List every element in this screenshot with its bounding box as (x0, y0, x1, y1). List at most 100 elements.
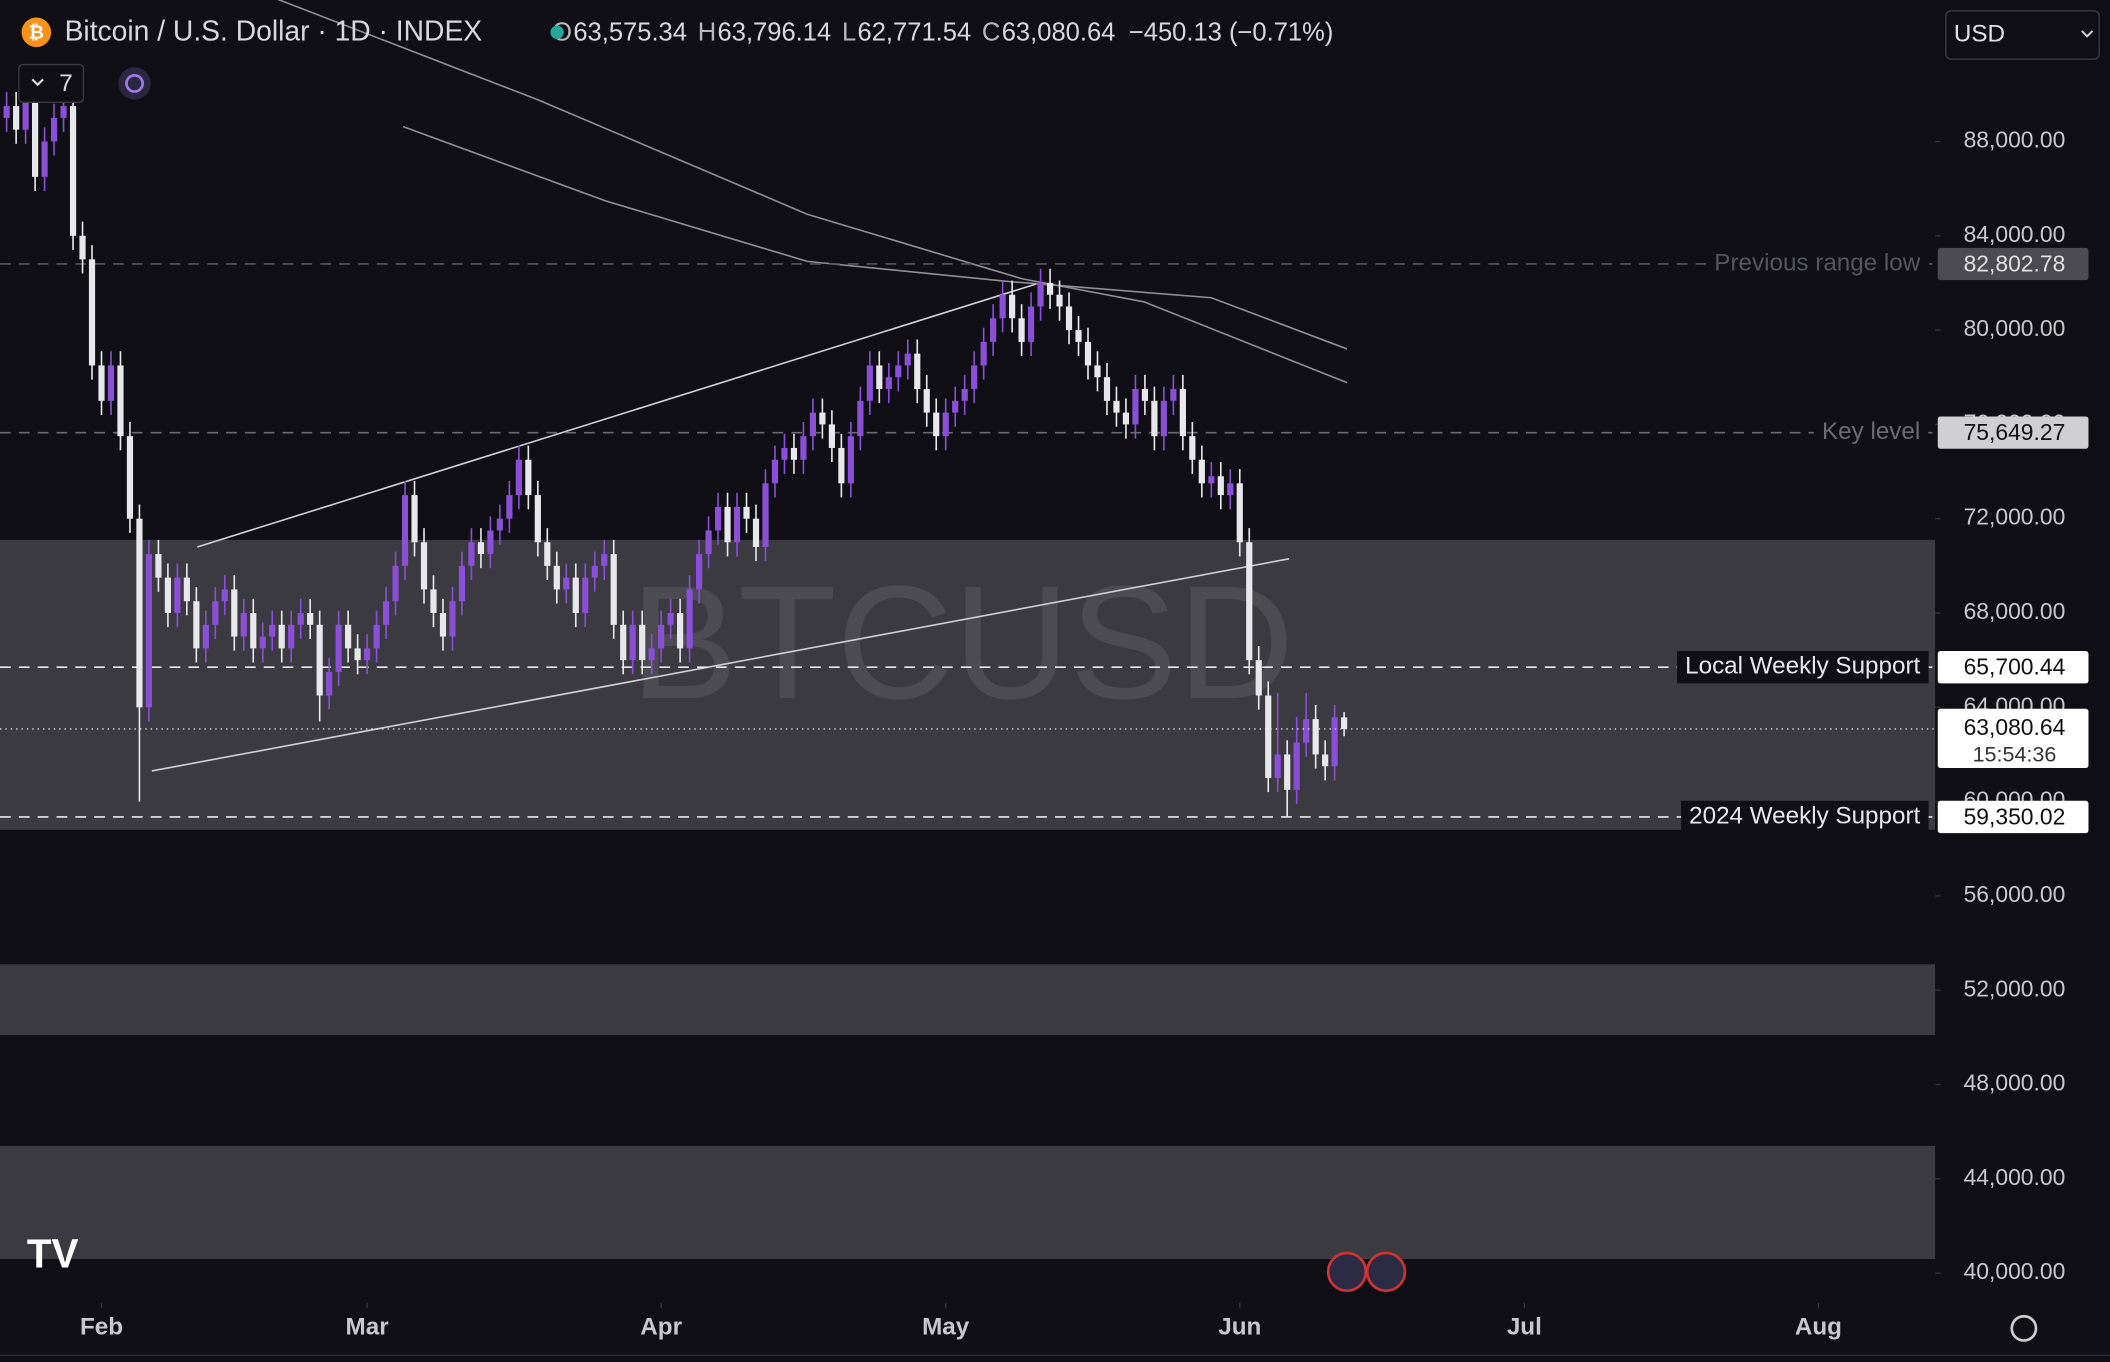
indicator-toggle[interactable] (18, 63, 85, 103)
ohlc-key: L (842, 18, 856, 46)
candle-body (1293, 742, 1300, 790)
candle-body (553, 565, 560, 590)
candle-body (582, 577, 589, 613)
candle-body (866, 365, 873, 401)
y-tick-label: 80,000.00 (1964, 315, 2066, 341)
candle-body (250, 612, 257, 649)
candle-body (923, 389, 930, 413)
candle-body (231, 589, 238, 637)
candle-body (88, 259, 96, 366)
trendline (151, 557, 1290, 772)
price-tag (1937, 247, 2089, 281)
candle-body (1151, 400, 1158, 437)
candle-body (1103, 377, 1111, 401)
candle-body (990, 318, 997, 342)
candle-body (1255, 660, 1262, 696)
candle-body (155, 554, 162, 578)
candle-body (477, 542, 485, 555)
candle-body (22, 94, 29, 130)
candle-body (828, 424, 835, 448)
candle-body (667, 612, 674, 625)
change: −450.13 (−0.71%) (1129, 18, 1334, 46)
candle-body (952, 400, 959, 413)
currency-select[interactable] (1945, 10, 2100, 60)
zone (0, 964, 1936, 1036)
currency[interactable]: USD (1954, 20, 2005, 47)
candle-body (876, 365, 883, 390)
candle-body (458, 565, 466, 602)
y-tick-label: 68,000.00 (1964, 598, 2066, 624)
candle-body (1217, 476, 1224, 496)
candle-body (971, 365, 978, 390)
candle-body (1075, 330, 1082, 342)
settings-icon[interactable] (2010, 1314, 2038, 1342)
ohlc-value: 63,575.34 (573, 18, 687, 46)
candle-body (41, 141, 48, 177)
candle-body (1094, 365, 1101, 378)
candle-body (1009, 294, 1016, 319)
candle-body (857, 400, 864, 437)
countdown: 15:54:36 (1973, 743, 2057, 767)
candle-body (468, 542, 475, 566)
candle-body (506, 495, 513, 519)
candle-body (430, 589, 437, 613)
level-label: Local Weekly Support (1685, 653, 1920, 680)
candle-body (686, 589, 693, 649)
candle-body (202, 624, 209, 649)
indicator-count[interactable]: 7 (59, 70, 72, 97)
candle-body (1141, 389, 1149, 401)
x-tick-label: Aug (1795, 1314, 1842, 1341)
candle-body (648, 648, 655, 661)
candle-body (515, 459, 522, 496)
candle-body (3, 106, 10, 118)
candle-body (354, 648, 361, 661)
trendline (197, 283, 1037, 548)
ohlc-key: C (982, 18, 1000, 46)
candle-body (563, 577, 570, 590)
y-tick-label: 52,000.00 (1964, 975, 2066, 1001)
last-price-label: 63,080.64 (1964, 714, 2066, 740)
candle-body (914, 353, 921, 390)
candle-body (60, 106, 67, 118)
watermark: BTCUSD (630, 553, 1294, 733)
candle-body (591, 565, 598, 578)
candle-body (733, 506, 741, 543)
candle-body (695, 554, 703, 590)
candle-body (658, 624, 665, 649)
price-tag (1937, 800, 2089, 834)
candle-body (335, 624, 342, 672)
candle-body (743, 506, 750, 519)
event-flag[interactable] (1365, 1251, 1407, 1293)
candle-body (629, 624, 636, 661)
candle-body (382, 601, 390, 625)
candle-body (1312, 719, 1319, 755)
level-label-bg (1677, 651, 1929, 684)
candle-body (13, 106, 20, 130)
candle-body (212, 601, 219, 625)
candle-body (885, 377, 892, 390)
candle-body (1132, 389, 1139, 425)
candle-body (69, 106, 77, 236)
candle-body (345, 624, 352, 649)
candle-body (297, 612, 304, 625)
title: Bitcoin / U.S. Dollar · 1D · INDEX (65, 15, 483, 47)
candle-body (107, 365, 115, 401)
y-tick-label: 84,000.00 (1964, 221, 2066, 247)
candle-body (183, 577, 190, 602)
price-tag-label: 82,802.78 (1964, 250, 2066, 276)
candle-body (1027, 306, 1035, 342)
candle-body (1331, 717, 1338, 767)
x-tick-label: Jul (1507, 1314, 1542, 1341)
candle-body (534, 495, 541, 543)
sync-icon[interactable] (118, 67, 151, 100)
candle-body (269, 624, 276, 637)
bitcoin-icon-glyph: ₿ (29, 22, 44, 43)
plot-area: BTCUSD Previous range low Key level Local W… (0, 0, 1941, 1274)
candle-body (32, 94, 39, 177)
event-flag[interactable] (1326, 1251, 1368, 1293)
level-label-bg (1813, 416, 1929, 449)
price-tag (1937, 651, 2089, 684)
candle-body (1122, 412, 1130, 425)
candle-body (572, 577, 579, 613)
